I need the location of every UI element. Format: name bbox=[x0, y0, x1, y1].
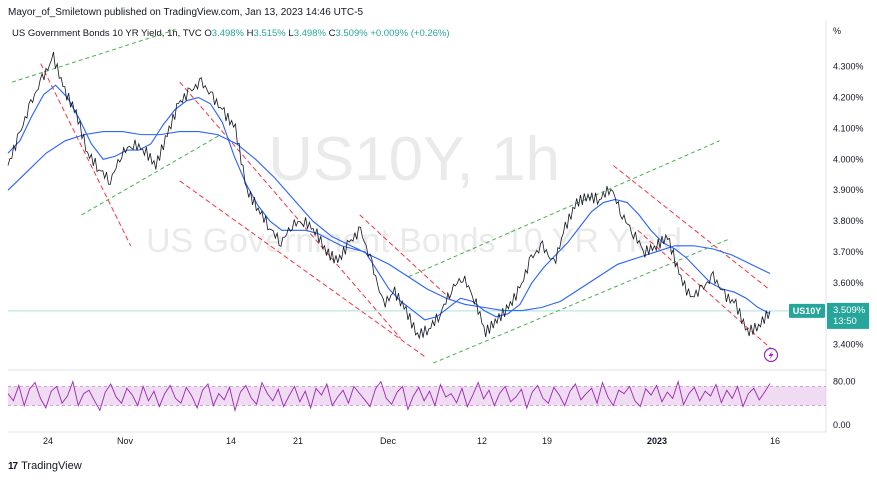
price-tick-label: 4.000% bbox=[833, 154, 864, 164]
legend-low-label: L bbox=[288, 28, 294, 39]
publish-attribution: Mayor_of_Smiletown published on TradingV… bbox=[8, 7, 364, 18]
legend-close-label: C bbox=[328, 28, 336, 39]
price-tick-label: 4.100% bbox=[833, 123, 864, 133]
time-tick-label: Dec bbox=[380, 436, 397, 446]
price-tick-label: 3.800% bbox=[833, 216, 864, 226]
symbol-badge-text: US10Y bbox=[793, 306, 822, 316]
channel-line-red bbox=[179, 81, 402, 339]
legend-close-value: 3.509% bbox=[335, 28, 368, 39]
channel-line-red bbox=[637, 229, 778, 355]
ma-fast-line bbox=[7, 84, 771, 321]
channel-line-green bbox=[81, 134, 221, 216]
rsi-line bbox=[7, 379, 771, 413]
watermark-symbol: US10Y, 1h bbox=[268, 125, 560, 194]
time-tick-label: Nov bbox=[117, 436, 134, 446]
ma-slow-line bbox=[7, 130, 771, 312]
legend-low-value: 3.498% bbox=[293, 28, 326, 39]
legend-title: US Government Bonds 10 YR Yield, 1h, TVC bbox=[12, 28, 202, 39]
legend-open-label: O bbox=[204, 28, 212, 39]
symbol-legend: US Government Bonds 10 YR Yield, 1h, TVC… bbox=[12, 28, 450, 39]
legend-high-label: H bbox=[246, 28, 254, 39]
symbol-badge: US10Y bbox=[789, 303, 825, 318]
price-tick-label: 4.200% bbox=[833, 93, 864, 103]
legend-change: +0.009% (+0.26%) bbox=[370, 28, 450, 39]
watermark-name: US Government Bonds 10 YR Yield bbox=[146, 222, 682, 260]
time-tick-label: 21 bbox=[293, 436, 303, 446]
channel-line-red bbox=[179, 180, 426, 358]
price-tick-label: 3.400% bbox=[833, 340, 864, 350]
time-tick-label: 16 bbox=[770, 436, 780, 446]
channel-line-red bbox=[359, 214, 451, 299]
time-tick-label: 12 bbox=[477, 436, 487, 446]
legend-open-value: 3.498% bbox=[211, 28, 245, 39]
tradingview-logo-icon: 17 bbox=[8, 460, 18, 472]
time-tick-label: 24 bbox=[43, 436, 53, 446]
channel-line-green bbox=[433, 239, 729, 364]
channel-line-red bbox=[40, 63, 132, 246]
price-tick-label: 3.600% bbox=[833, 278, 864, 288]
time-tick-label: 14 bbox=[226, 436, 236, 446]
last-price-badge: 3.509% 13:50 bbox=[827, 302, 869, 329]
last-price-value: 3.509% bbox=[833, 305, 866, 316]
price-scale-unit: % bbox=[833, 26, 841, 36]
lightning-icon[interactable] bbox=[763, 347, 779, 363]
rsi-tick-label: 0.00 bbox=[833, 420, 851, 430]
tradingview-logo-text: TradingView bbox=[21, 460, 82, 472]
channel-line-green bbox=[11, 29, 176, 83]
price-line bbox=[7, 51, 771, 340]
last-price-badge-bg bbox=[827, 302, 869, 329]
channel-line-red bbox=[613, 165, 770, 290]
time-tick-label: 2023 bbox=[647, 436, 667, 446]
time-tick-label: 19 bbox=[542, 436, 552, 446]
channel-line-green bbox=[408, 140, 720, 278]
price-tick-label: 4.300% bbox=[833, 62, 864, 72]
price-tick-label: 3.700% bbox=[833, 247, 864, 257]
rsi-tick-label: 80.00 bbox=[833, 377, 856, 387]
bar-countdown: 13:50 bbox=[833, 316, 857, 327]
price-tick-label: 3.900% bbox=[833, 185, 864, 195]
tradingview-logo[interactable]: 17 TradingView bbox=[8, 460, 82, 472]
symbol-badge-bg bbox=[789, 303, 825, 318]
legend-high-value: 3.515% bbox=[253, 28, 286, 39]
